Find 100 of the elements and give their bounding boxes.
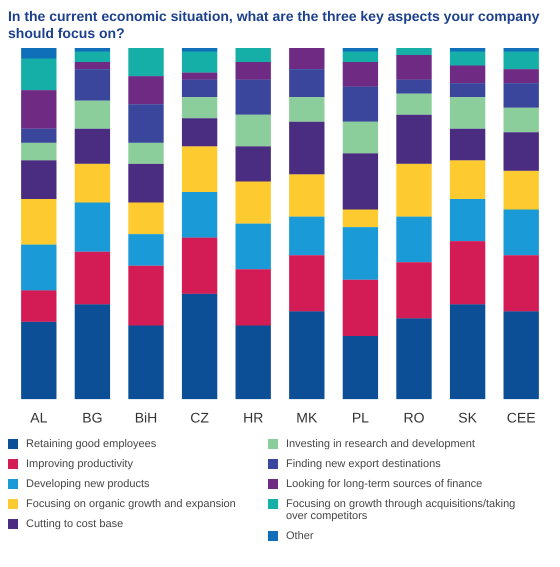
bar xyxy=(342,62,378,87)
bar xyxy=(342,336,378,400)
bar xyxy=(182,52,218,73)
bar xyxy=(21,142,56,160)
bar xyxy=(342,48,378,52)
bar xyxy=(342,210,378,228)
bar xyxy=(396,114,432,164)
x-tick-label: SK xyxy=(458,409,478,426)
bar xyxy=(504,108,539,132)
bar xyxy=(450,199,486,242)
bar xyxy=(128,202,164,234)
x-tick-label: AL xyxy=(30,409,48,426)
bar xyxy=(396,80,432,94)
bar xyxy=(504,170,539,210)
bar xyxy=(289,69,324,98)
bar xyxy=(342,227,378,280)
bar xyxy=(21,290,56,322)
bar xyxy=(21,58,56,90)
bar xyxy=(289,122,324,174)
bar xyxy=(396,94,432,115)
bar xyxy=(128,266,164,326)
bar xyxy=(236,224,271,270)
bar xyxy=(74,202,110,252)
bar xyxy=(396,55,432,80)
legend-label: Improving productivity xyxy=(26,458,134,470)
bar xyxy=(450,304,486,400)
legend-label: Focusing on organic growth and expansion xyxy=(26,498,237,510)
bar xyxy=(21,90,56,129)
bar xyxy=(74,69,110,101)
bar xyxy=(21,160,56,200)
bar xyxy=(21,199,56,245)
bar xyxy=(21,48,56,59)
bar xyxy=(450,97,486,129)
bar xyxy=(450,160,486,200)
bar xyxy=(236,80,271,115)
bar xyxy=(342,280,378,336)
bar xyxy=(182,97,218,118)
bar xyxy=(21,244,56,290)
bar xyxy=(289,216,324,256)
legend-label: Cutting to cost base xyxy=(26,518,124,530)
bar xyxy=(236,62,271,80)
bar xyxy=(504,52,539,70)
bar xyxy=(504,255,539,312)
bar xyxy=(182,80,218,98)
bar xyxy=(289,48,324,70)
bar xyxy=(236,325,271,400)
bar xyxy=(128,325,164,400)
bar xyxy=(342,153,378,210)
chart-title: In the current economic situation, what are the three key aspects your company should focus on? xyxy=(8,8,540,42)
legend-label: Focusing on growth through acquisitions/taking over competitors xyxy=(286,498,516,522)
bar xyxy=(450,241,486,304)
bar xyxy=(128,48,164,76)
bar xyxy=(182,48,218,52)
bar xyxy=(396,164,432,217)
bar xyxy=(182,118,218,146)
bar xyxy=(504,83,539,108)
bar xyxy=(342,122,378,154)
bar xyxy=(128,234,164,266)
bar xyxy=(236,146,271,182)
bar xyxy=(289,311,324,400)
bar xyxy=(236,269,271,326)
bar xyxy=(74,304,110,400)
bar xyxy=(289,174,324,217)
bar xyxy=(74,252,110,304)
bar xyxy=(74,52,110,62)
bar xyxy=(74,48,110,52)
legend-label: Developing new products xyxy=(26,478,151,490)
bar xyxy=(450,52,486,66)
bar xyxy=(182,294,218,400)
bar xyxy=(504,311,539,400)
bar xyxy=(182,238,218,294)
bar xyxy=(182,146,218,192)
bar xyxy=(504,69,539,84)
bar xyxy=(396,262,432,318)
bar xyxy=(396,48,432,56)
x-tick-label: HR xyxy=(243,409,264,426)
bar xyxy=(450,83,486,98)
bar xyxy=(450,48,486,52)
x-tick-label: CEE xyxy=(506,409,536,426)
x-tick-label: BiH xyxy=(134,409,158,426)
x-tick-label: MK xyxy=(296,409,318,426)
bar xyxy=(21,322,56,400)
bar xyxy=(504,132,539,171)
legend-label: Retaining good employees xyxy=(26,438,158,450)
bar xyxy=(128,164,164,203)
bar xyxy=(182,192,218,238)
bar xyxy=(396,216,432,262)
bar xyxy=(128,142,164,164)
bar xyxy=(21,128,56,143)
x-tick-label: CZ xyxy=(190,409,210,426)
bar xyxy=(74,128,110,164)
x-tick-label: BG xyxy=(82,409,103,426)
bar xyxy=(504,48,539,52)
legend-label: Other xyxy=(286,530,315,542)
bar xyxy=(504,210,539,256)
bar xyxy=(342,86,378,122)
bar xyxy=(236,114,271,146)
bar xyxy=(450,66,486,84)
bar xyxy=(289,97,324,122)
bar xyxy=(74,164,110,203)
